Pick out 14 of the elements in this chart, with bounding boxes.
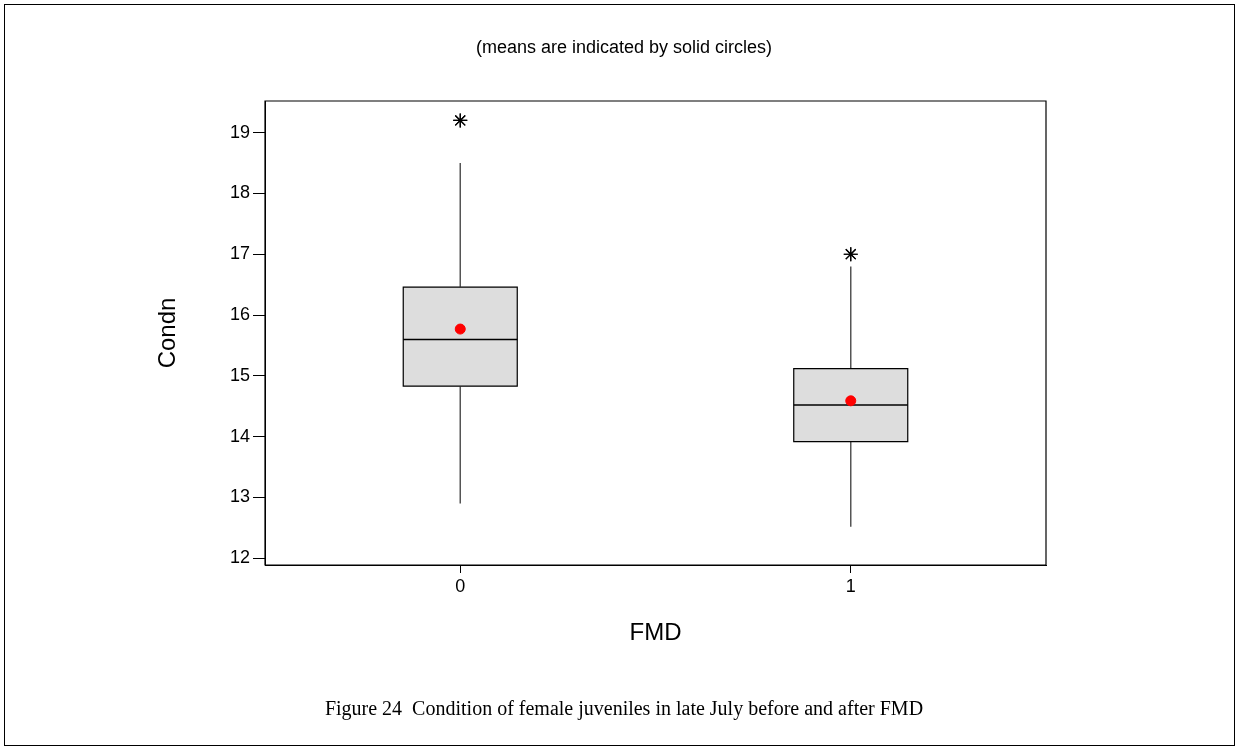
y-axis-title: Condn bbox=[153, 297, 181, 369]
y-tick-label: 18 bbox=[229, 182, 250, 203]
y-tick-label: 16 bbox=[229, 304, 250, 325]
y-tick-label: 13 bbox=[229, 486, 250, 507]
y-tick-label: 17 bbox=[229, 243, 250, 264]
y-tick-label: 19 bbox=[229, 121, 250, 142]
chart-subtitle: (means are indicated by solid circles) bbox=[475, 36, 773, 57]
x-tick-label: 0 bbox=[455, 575, 466, 596]
y-tick-label: 12 bbox=[229, 547, 250, 568]
caption: Figure 24 Condition of female juveniles in late July before and after FMD bbox=[324, 697, 924, 721]
x-axis-title: FMD bbox=[629, 618, 682, 646]
y-tick-label: 15 bbox=[229, 364, 250, 385]
y-tick-label: 14 bbox=[229, 425, 250, 446]
x-tick-label: 1 bbox=[845, 575, 856, 596]
